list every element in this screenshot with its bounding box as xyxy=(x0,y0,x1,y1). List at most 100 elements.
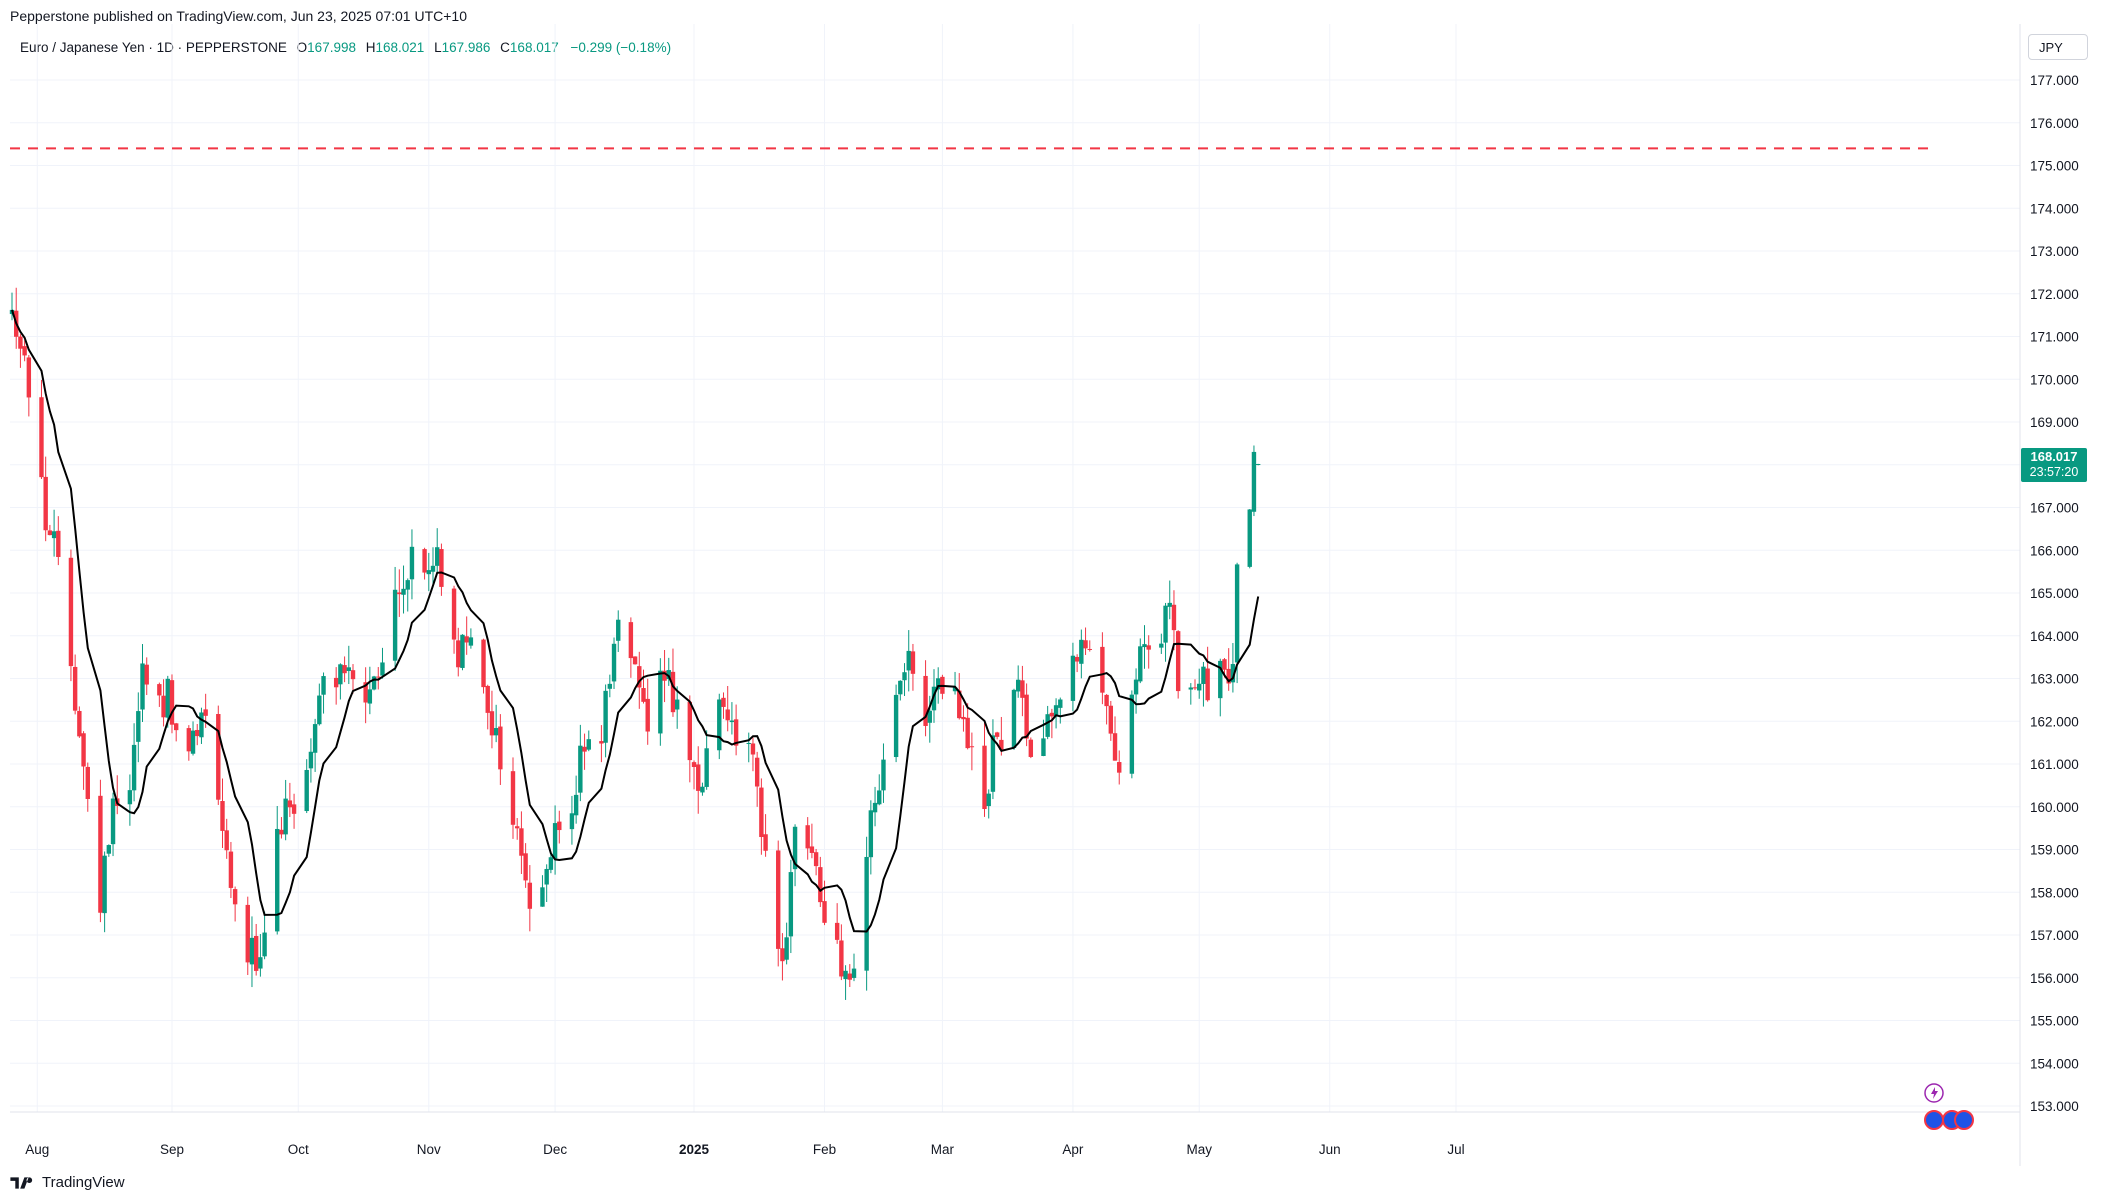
time-axis: Aug Sep Oct Nov Dec 2025 Feb Mar Apr May Jun Jul xyxy=(25,1142,1464,1157)
price-tick-label: 162.000 xyxy=(2030,714,2079,729)
candle-body xyxy=(262,932,267,957)
last-price-badge-bg xyxy=(2021,448,2087,483)
candle-body xyxy=(338,664,343,685)
price-tick-label: 159.000 xyxy=(2030,843,2079,858)
candle-body xyxy=(733,719,739,746)
candle-body xyxy=(645,698,650,732)
candle-body xyxy=(367,689,373,704)
candle-body xyxy=(515,826,520,829)
candle-body xyxy=(818,867,823,903)
candle-body xyxy=(72,666,78,711)
last-price-badge: 168.017 23:57:20 xyxy=(2021,448,2087,483)
candle-body xyxy=(759,787,764,838)
price-tick-label: 169.000 xyxy=(2030,415,2079,430)
price-tick-label: 154.000 xyxy=(2030,1056,2079,1071)
candle-body xyxy=(186,728,192,752)
event-icons[interactable] xyxy=(1924,1083,1974,1130)
candle-body xyxy=(1159,643,1164,648)
candle-body xyxy=(952,687,958,692)
candle-body xyxy=(1247,509,1252,567)
candle-body xyxy=(1192,687,1198,689)
candle-body xyxy=(1201,666,1206,684)
candle-body xyxy=(721,697,726,707)
candle-body xyxy=(249,937,255,965)
candle-body xyxy=(548,857,554,870)
candle-body xyxy=(409,546,415,580)
candle-body xyxy=(397,592,402,595)
candle-body xyxy=(1197,683,1202,691)
candle-body xyxy=(805,825,810,849)
tradingview-logo[interactable]: TradingView xyxy=(10,1174,125,1191)
candle-body xyxy=(275,828,280,932)
price-tick-label: 177.000 xyxy=(2030,73,2079,88)
price-tick-label: 172.000 xyxy=(2030,287,2079,302)
price-tick-label: 174.000 xyxy=(2030,201,2079,216)
candle-body xyxy=(43,476,48,531)
candle-body xyxy=(700,786,705,793)
candle-body xyxy=(68,557,74,667)
candle-body xyxy=(674,699,680,710)
candle-body xyxy=(552,823,558,859)
candle-body xyxy=(1230,664,1236,683)
candle-body xyxy=(965,717,970,749)
brand-name: TradingView xyxy=(42,1174,125,1191)
chart-grid xyxy=(10,24,2020,1112)
candle-body xyxy=(283,798,288,835)
candle-body xyxy=(834,922,840,940)
candle-body xyxy=(157,684,162,696)
candle-body xyxy=(498,726,503,770)
candle-body xyxy=(1112,733,1118,761)
candle-body xyxy=(999,739,1004,750)
candle-body xyxy=(881,759,886,791)
symbol-title[interactable]: Euro / Japanese Yen · 1D · PEPPERSTONE xyxy=(20,40,287,55)
candle-body xyxy=(220,801,225,831)
candle-body xyxy=(1108,705,1114,734)
candle-body xyxy=(510,771,516,825)
price-tick-label: 155.000 xyxy=(2030,1014,2079,1029)
candle-body xyxy=(670,671,676,713)
candle-body xyxy=(746,742,751,744)
price-tick-label: 165.000 xyxy=(2030,586,2079,601)
change-value: −0.299 (−0.18%) xyxy=(570,40,672,55)
candle-body xyxy=(140,663,145,710)
candle-body xyxy=(136,711,141,742)
time-tick-label: May xyxy=(1186,1142,1212,1157)
candle-body xyxy=(321,676,326,695)
candle-body xyxy=(839,940,844,977)
candle-body xyxy=(586,739,591,750)
candle-body xyxy=(641,688,646,702)
candle-body xyxy=(371,676,377,690)
candle-body xyxy=(350,670,356,680)
currency-selector[interactable]: JPY xyxy=(2028,34,2088,60)
candle-body xyxy=(750,743,756,755)
candle-body xyxy=(363,682,368,703)
candle-body xyxy=(788,872,794,937)
candle-body xyxy=(1058,699,1063,708)
candle-body xyxy=(287,800,293,808)
price-tick-label: 158.000 xyxy=(2030,885,2079,900)
candle-body xyxy=(1083,640,1088,649)
candle-body xyxy=(131,744,137,791)
candle-body xyxy=(47,530,53,536)
price-tick-label: 176.000 xyxy=(2030,116,2079,131)
time-tick-label: Oct xyxy=(288,1142,309,1157)
candle-body xyxy=(161,695,166,718)
candle-body xyxy=(1175,631,1181,692)
candle-body xyxy=(317,695,322,725)
time-tick-label: Dec xyxy=(543,1142,567,1157)
candle-body xyxy=(666,670,671,680)
candle-body xyxy=(990,735,996,792)
candle-body xyxy=(717,699,722,751)
candle-body xyxy=(843,970,848,980)
candle-body xyxy=(106,845,112,854)
time-tick-label: 2025 xyxy=(679,1142,710,1157)
candle-body xyxy=(957,690,962,719)
candle-body xyxy=(902,672,907,681)
candle-body xyxy=(18,336,23,349)
candle-body xyxy=(763,834,768,851)
candle-body xyxy=(279,829,284,835)
time-tick-label: Aug xyxy=(25,1142,49,1157)
close-label: C xyxy=(500,40,510,55)
candle-body xyxy=(1188,687,1193,690)
